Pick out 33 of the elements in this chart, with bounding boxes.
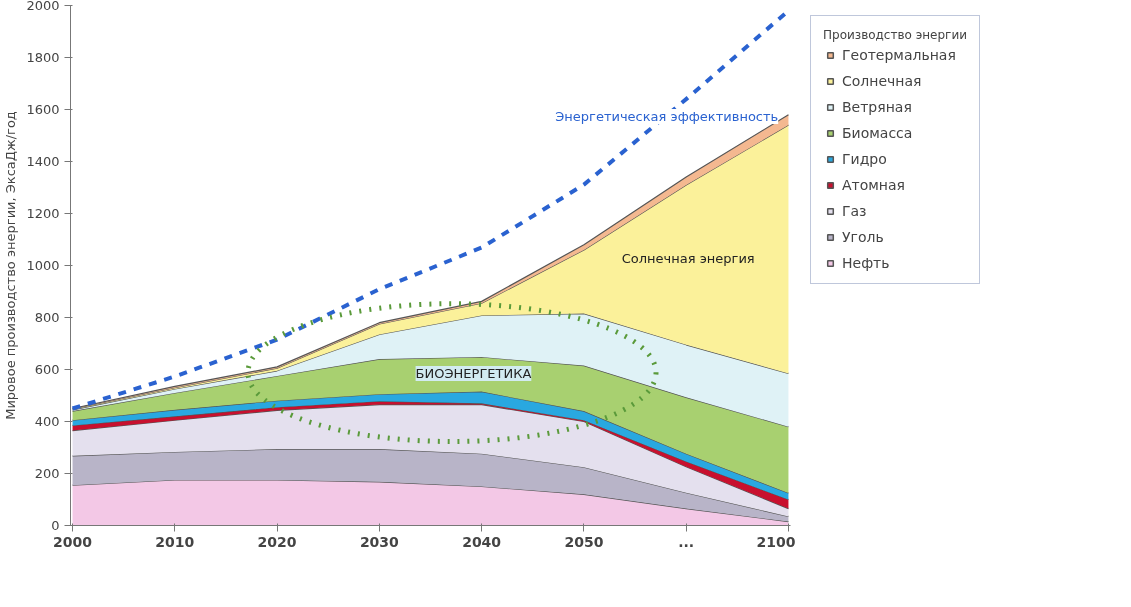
y-tick-label: 200 <box>34 466 60 481</box>
x-tick-label: 2000 <box>53 533 93 550</box>
x-tick-label: 2010 <box>155 533 195 550</box>
legend-label: Солнечная <box>842 73 922 89</box>
x-tick-label: 2030 <box>359 533 400 550</box>
legend-label: Биомасса <box>842 125 913 141</box>
legend-label: Нефть <box>842 255 890 271</box>
annotation: Солнечная энергия <box>621 250 755 266</box>
legend-label: Ветряная <box>842 99 912 115</box>
x-tick-label: 2040 <box>462 533 502 550</box>
series-label: Энергетическая эффективность <box>555 108 779 124</box>
legend-label: Гидро <box>842 151 887 167</box>
y-tick-label: 800 <box>34 310 60 325</box>
legend-label: Уголь <box>842 229 884 245</box>
x-tick-label: 2020 <box>257 533 297 550</box>
y-tick-label: 1400 <box>26 154 60 169</box>
legend-title: Производство энергии <box>823 28 968 42</box>
x-tick-label: ... <box>678 533 695 550</box>
legend-label: Атомная <box>842 177 906 193</box>
y-tick-label: 1000 <box>26 258 60 273</box>
y-axis-title: Мировое производство энергии, ЭксаДж/год <box>3 111 19 420</box>
y-tick-label: 1200 <box>26 206 60 221</box>
y-tick-label: 1800 <box>26 50 60 65</box>
legend-label: Газ <box>842 203 867 219</box>
y-tick-label: 1600 <box>26 102 60 117</box>
x-tick-label: 2050 <box>564 533 604 550</box>
x-tick-label: 2100 <box>756 533 796 550</box>
annotation: БИОЭНЕРГЕТИКА <box>415 365 532 381</box>
legend-label: Геотермальная <box>842 47 956 63</box>
y-tick-label: 0 <box>51 518 60 533</box>
y-tick-label: 400 <box>34 414 60 429</box>
y-tick-label: 600 <box>34 362 60 377</box>
y-tick-label: 2000 <box>26 0 60 13</box>
